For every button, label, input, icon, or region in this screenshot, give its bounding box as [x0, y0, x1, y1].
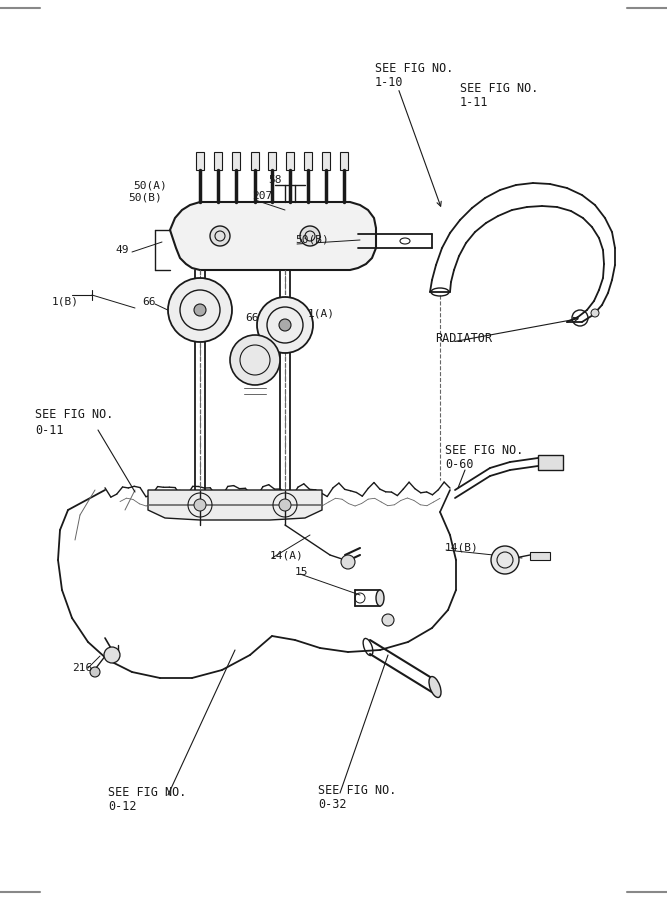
Text: 50(B): 50(B): [128, 193, 162, 203]
Text: 1(B): 1(B): [52, 297, 79, 307]
Circle shape: [168, 278, 232, 342]
Bar: [538, 455, 563, 470]
Text: 14(A): 14(A): [270, 550, 303, 560]
Text: 50(A): 50(A): [133, 180, 167, 190]
Text: SEE FIG NO.: SEE FIG NO.: [460, 82, 538, 94]
Circle shape: [210, 226, 230, 246]
Circle shape: [230, 335, 280, 385]
Text: 49: 49: [115, 245, 129, 255]
Bar: [232, 152, 240, 170]
Text: 0-60: 0-60: [445, 458, 474, 472]
Text: RADIATOR: RADIATOR: [435, 331, 492, 345]
Bar: [251, 152, 259, 170]
Text: 0-32: 0-32: [318, 798, 346, 812]
Text: SEE FIG NO.: SEE FIG NO.: [318, 784, 396, 796]
Circle shape: [90, 667, 100, 677]
Circle shape: [382, 614, 394, 626]
Circle shape: [257, 297, 313, 353]
Text: SEE FIG NO.: SEE FIG NO.: [35, 409, 113, 421]
Text: 15: 15: [295, 567, 309, 577]
Text: 0-11: 0-11: [35, 424, 63, 436]
Text: 1(A): 1(A): [308, 309, 335, 319]
Text: 1-11: 1-11: [460, 95, 488, 109]
Circle shape: [104, 647, 120, 663]
Text: 207: 207: [252, 191, 272, 201]
Text: SEE FIG NO.: SEE FIG NO.: [375, 61, 454, 75]
Bar: [304, 152, 312, 170]
Circle shape: [491, 546, 519, 574]
Polygon shape: [148, 490, 322, 520]
Text: SEE FIG NO.: SEE FIG NO.: [108, 786, 186, 798]
Ellipse shape: [429, 677, 441, 698]
Ellipse shape: [376, 590, 384, 606]
Text: 0-12: 0-12: [108, 800, 137, 814]
Text: 1-10: 1-10: [375, 76, 404, 88]
Circle shape: [591, 309, 599, 317]
Text: 14(B): 14(B): [445, 543, 479, 553]
Circle shape: [194, 304, 206, 316]
Text: 216: 216: [72, 663, 92, 673]
Bar: [196, 152, 204, 170]
Circle shape: [341, 555, 355, 569]
Circle shape: [279, 319, 291, 331]
Text: 66: 66: [142, 297, 155, 307]
Text: SEE FIG NO.: SEE FIG NO.: [445, 444, 524, 456]
Text: 66: 66: [245, 313, 259, 323]
Bar: [530, 552, 550, 560]
Circle shape: [194, 499, 206, 511]
Text: 58: 58: [268, 175, 281, 185]
Bar: [286, 152, 294, 170]
Circle shape: [279, 499, 291, 511]
Polygon shape: [170, 202, 376, 270]
Bar: [322, 152, 330, 170]
Circle shape: [300, 226, 320, 246]
Text: 50(B): 50(B): [295, 235, 329, 245]
Bar: [214, 152, 222, 170]
Bar: [268, 152, 276, 170]
Bar: [340, 152, 348, 170]
